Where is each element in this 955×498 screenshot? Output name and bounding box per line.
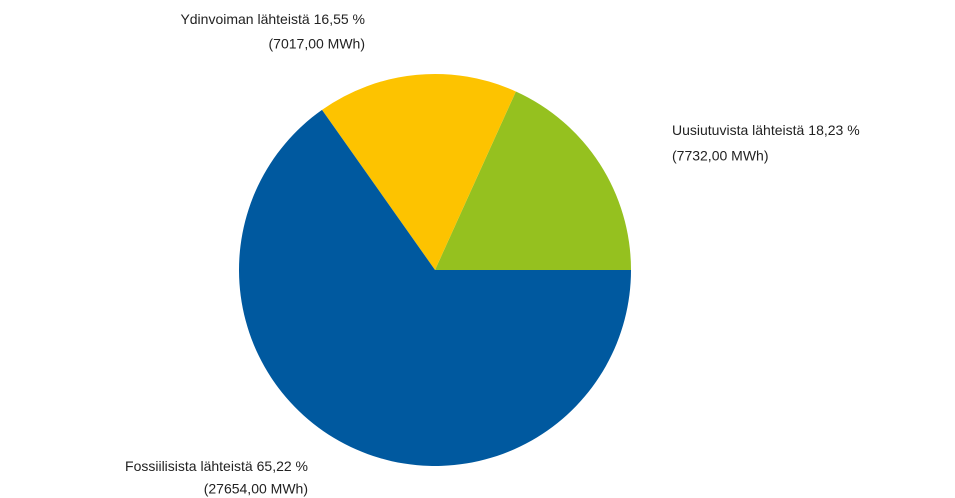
energy-label: (27654,00 MWh) — [204, 481, 308, 497]
value-label: 16,55 % — [314, 11, 365, 27]
value-label: 18,23 % — [808, 122, 859, 138]
slice-label: Fossiilisista lähteistä 65,22 % — [125, 458, 308, 474]
category-name: Fossiilisista lähteistä — [125, 458, 253, 474]
energy-label: (7732,00 MWh) — [672, 148, 768, 164]
category-name: Uusiutuvista lähteistä — [672, 122, 805, 138]
category-name: Ydinvoiman lähteistä — [180, 11, 309, 27]
pie-slice — [239, 109, 631, 466]
value-label: 65,22 % — [257, 458, 308, 474]
slice-label: Uusiutuvista lähteistä 18,23 % — [672, 122, 860, 138]
pie-slice — [435, 91, 631, 270]
pie-slice — [321, 74, 516, 270]
energy-label: (7017,00 MWh) — [269, 36, 365, 52]
slice-label: Ydinvoiman lähteistä 16,55 % — [180, 11, 365, 27]
